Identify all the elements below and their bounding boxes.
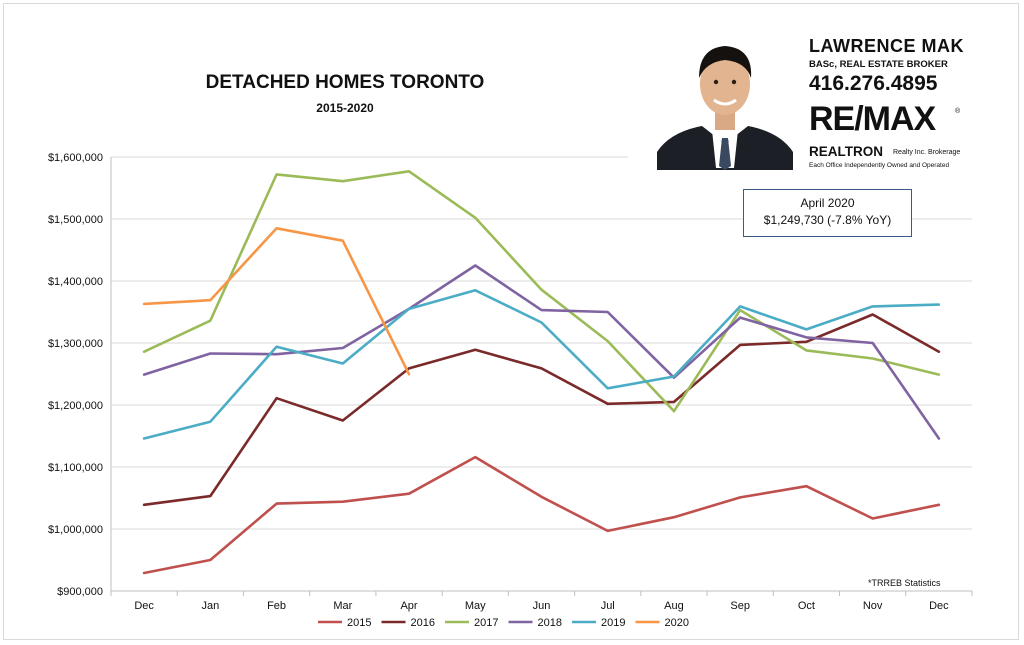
- x-tick-label: Oct: [798, 600, 815, 612]
- legend-label: 2015: [347, 617, 371, 629]
- series-line-2017: [142, 170, 941, 413]
- series-lines: [142, 170, 941, 575]
- agent-portrait-icon: [652, 34, 798, 170]
- x-tick-label: Jan: [201, 600, 219, 612]
- y-tick-label: $1,400,000: [48, 276, 103, 288]
- callout-box: April 2020 $1,249,730 (-7.8% YoY): [743, 189, 912, 237]
- x-tick-label: Dec: [134, 600, 154, 612]
- callout-line-2: $1,249,730 (-7.8% YoY): [763, 213, 892, 227]
- x-tick-label: May: [465, 600, 486, 612]
- y-tick-label: $1,100,000: [48, 462, 103, 474]
- y-tick-label: $1,300,000: [48, 338, 103, 350]
- y-tick-label: $1,000,000: [48, 524, 103, 536]
- agent-credentials: BASc, REAL ESTATE BROKER: [809, 59, 948, 70]
- agent-phone: 416.276.4895: [809, 72, 938, 95]
- legend-label: 2016: [411, 617, 435, 629]
- legend: 2015 2016 2017 2018 2019 2020: [318, 617, 689, 629]
- callout-line-1: April 2020: [800, 196, 855, 210]
- brand-logo: RE/MAX: [809, 100, 936, 138]
- brand-registered-mark: ®: [955, 108, 961, 115]
- source-note: *TRREB Statistics: [868, 578, 941, 588]
- series-line-2015: [142, 455, 941, 575]
- x-axis: Dec Jan Feb Mar Apr May Jun Jul Aug Sep Oct Nov Dec: [110, 591, 973, 612]
- x-tick-label: Dec: [929, 600, 949, 612]
- x-tick-label: Apr: [400, 600, 417, 612]
- x-tick-label: Feb: [267, 600, 286, 612]
- series-line-2020: [142, 227, 411, 376]
- y-tick-label: $1,200,000: [48, 400, 103, 412]
- y-tick-label: $900,000: [57, 586, 103, 598]
- x-tick-label: Mar: [333, 600, 352, 612]
- x-tick-label: Sep: [730, 600, 750, 612]
- x-tick-label: Nov: [863, 600, 883, 612]
- legend-label: 2019: [601, 617, 625, 629]
- legend-label: 2018: [538, 617, 562, 629]
- x-tick-label: Aug: [664, 600, 684, 612]
- legend-label: 2017: [474, 617, 498, 629]
- series-line-2016: [142, 313, 941, 507]
- y-axis: $900,000 $1,000,000 $1,100,000 $1,200,000 $1…: [48, 152, 112, 598]
- brokerage-suffix: Realty Inc. Brokerage: [893, 149, 961, 156]
- x-tick-label: Jul: [601, 600, 615, 612]
- chart-title: DETACHED HOMES TORONTO: [205, 72, 485, 93]
- x-tick-label: Jun: [533, 600, 551, 612]
- y-tick-label: $1,600,000: [48, 152, 103, 164]
- series-line-2018: [142, 264, 941, 440]
- agent-banner: LAWRENCE MAK BASc, REAL ESTATE BROKER 41…: [628, 14, 1010, 174]
- series-line-2019: [142, 289, 941, 440]
- chart-subtitle: 2015-2020: [316, 101, 374, 115]
- office-note: Each Office Independently Owned and Oper…: [809, 162, 950, 169]
- y-tick-label: $1,500,000: [48, 214, 103, 226]
- legend-label: 2020: [665, 617, 689, 629]
- agent-name: LAWRENCE MAK: [809, 36, 964, 56]
- brokerage-name: REALTRON: [809, 144, 883, 159]
